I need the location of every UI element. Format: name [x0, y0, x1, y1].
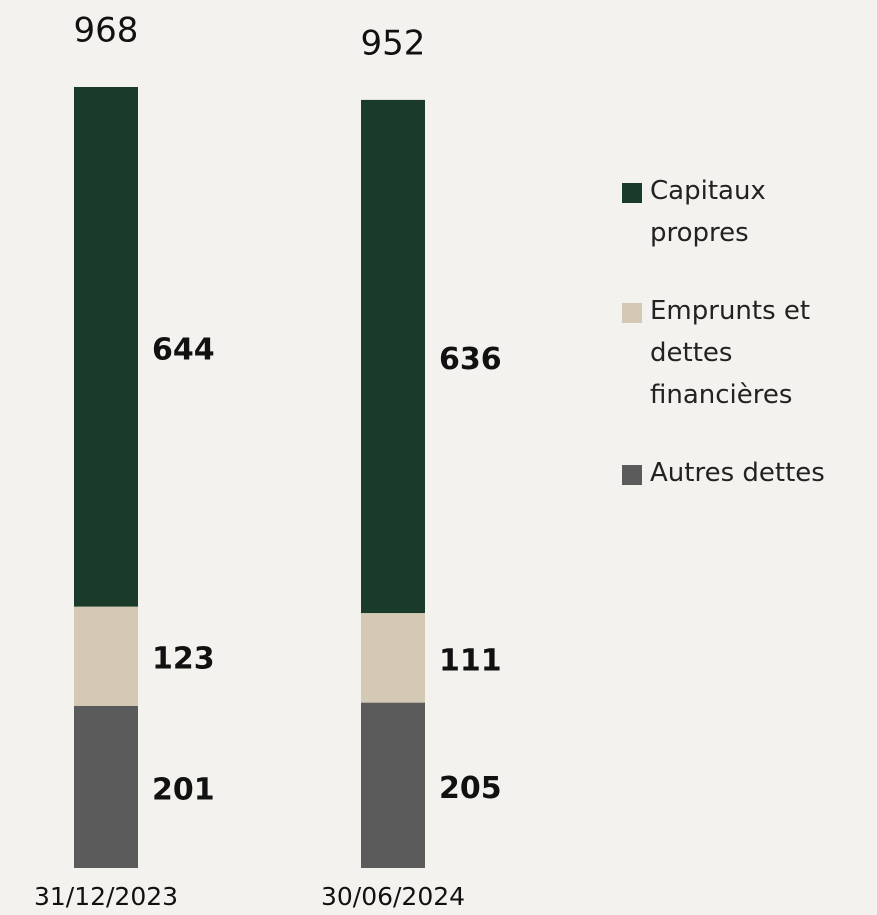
legend-item: Emprunts et dettes financières — [620, 290, 870, 416]
legend-label: Capitaux propres — [650, 176, 766, 248]
legend-swatch — [622, 465, 642, 485]
bar-segment — [74, 705, 138, 868]
value-label: 111 — [439, 643, 502, 678]
value-label: 644 — [152, 332, 215, 367]
total-label: 952 — [361, 23, 426, 63]
x-tick-label: 31/12/2023 — [34, 882, 178, 911]
legend-label: Emprunts et dettes financières — [650, 296, 811, 410]
legend-item: Capitaux propres — [620, 170, 870, 254]
legend-swatch — [622, 303, 642, 323]
bar-segment — [74, 606, 138, 706]
bar-segment — [361, 99, 425, 614]
bar-segment — [361, 702, 425, 868]
value-label: 201 — [152, 772, 215, 807]
value-label: 123 — [152, 642, 215, 677]
legend: Capitaux propres Emprunts et dettes finan… — [620, 170, 870, 530]
x-tick-label: 30/06/2024 — [321, 882, 465, 911]
legend-swatch — [622, 183, 642, 203]
legend-label: Autres dettes — [650, 458, 825, 488]
total-label: 968 — [74, 11, 139, 51]
value-label: 205 — [439, 771, 502, 806]
value-label: 636 — [439, 342, 502, 377]
bar-segment — [74, 87, 138, 607]
bar-segment — [361, 613, 425, 703]
legend-item: Autres dettes — [620, 452, 870, 494]
